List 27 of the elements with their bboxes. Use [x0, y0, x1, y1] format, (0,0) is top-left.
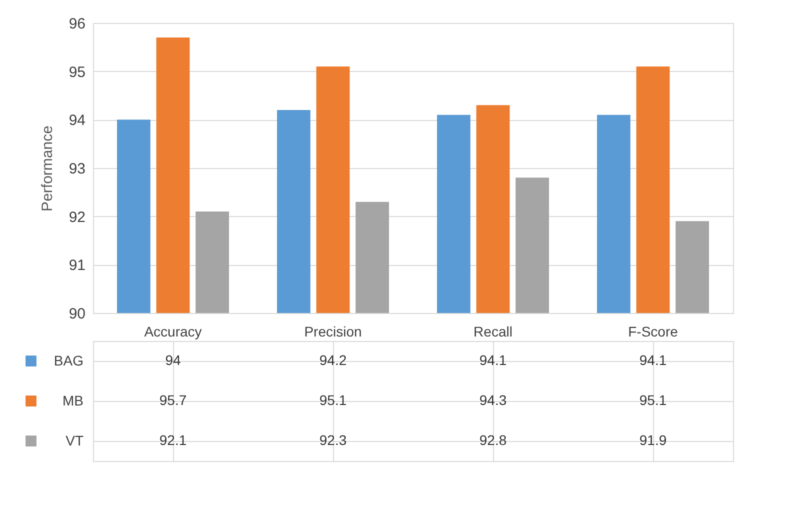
- data-label: 94.1: [639, 352, 667, 368]
- data-label: 95.1: [319, 392, 347, 408]
- legend-label: MB: [62, 392, 84, 408]
- y-tick-label: 94: [68, 112, 86, 130]
- data-label: 94.2: [319, 352, 347, 368]
- legend-label: BAG: [54, 352, 84, 368]
- data-label: 92.8: [479, 432, 507, 448]
- data-label: 92.3: [319, 432, 347, 448]
- y-tick-label: 95: [68, 64, 86, 81]
- y-tick-label: 92: [68, 208, 86, 226]
- x-tick-label: Recall: [474, 324, 512, 340]
- y-axis-title: Performance: [38, 126, 56, 212]
- legend-label: VT: [66, 432, 84, 448]
- y-tick-label: 96: [68, 16, 86, 32]
- data-label: 92.1: [159, 432, 187, 448]
- x-tick-label: Precision: [304, 324, 362, 340]
- data-label: 94: [165, 352, 181, 368]
- x-tick-label: F-Score: [628, 324, 678, 340]
- y-tick-label: 90: [68, 306, 86, 322]
- data-label: 95.7: [159, 392, 187, 408]
- data-label: 91.9: [639, 432, 667, 448]
- data-label: 94.3: [479, 392, 507, 408]
- x-tick-label: Accuracy: [144, 324, 202, 340]
- y-tick-label: 91: [68, 257, 86, 274]
- data-label: 94.1: [479, 352, 507, 368]
- data-label: 95.1: [639, 392, 667, 408]
- y-tick-label: 93: [68, 160, 86, 178]
